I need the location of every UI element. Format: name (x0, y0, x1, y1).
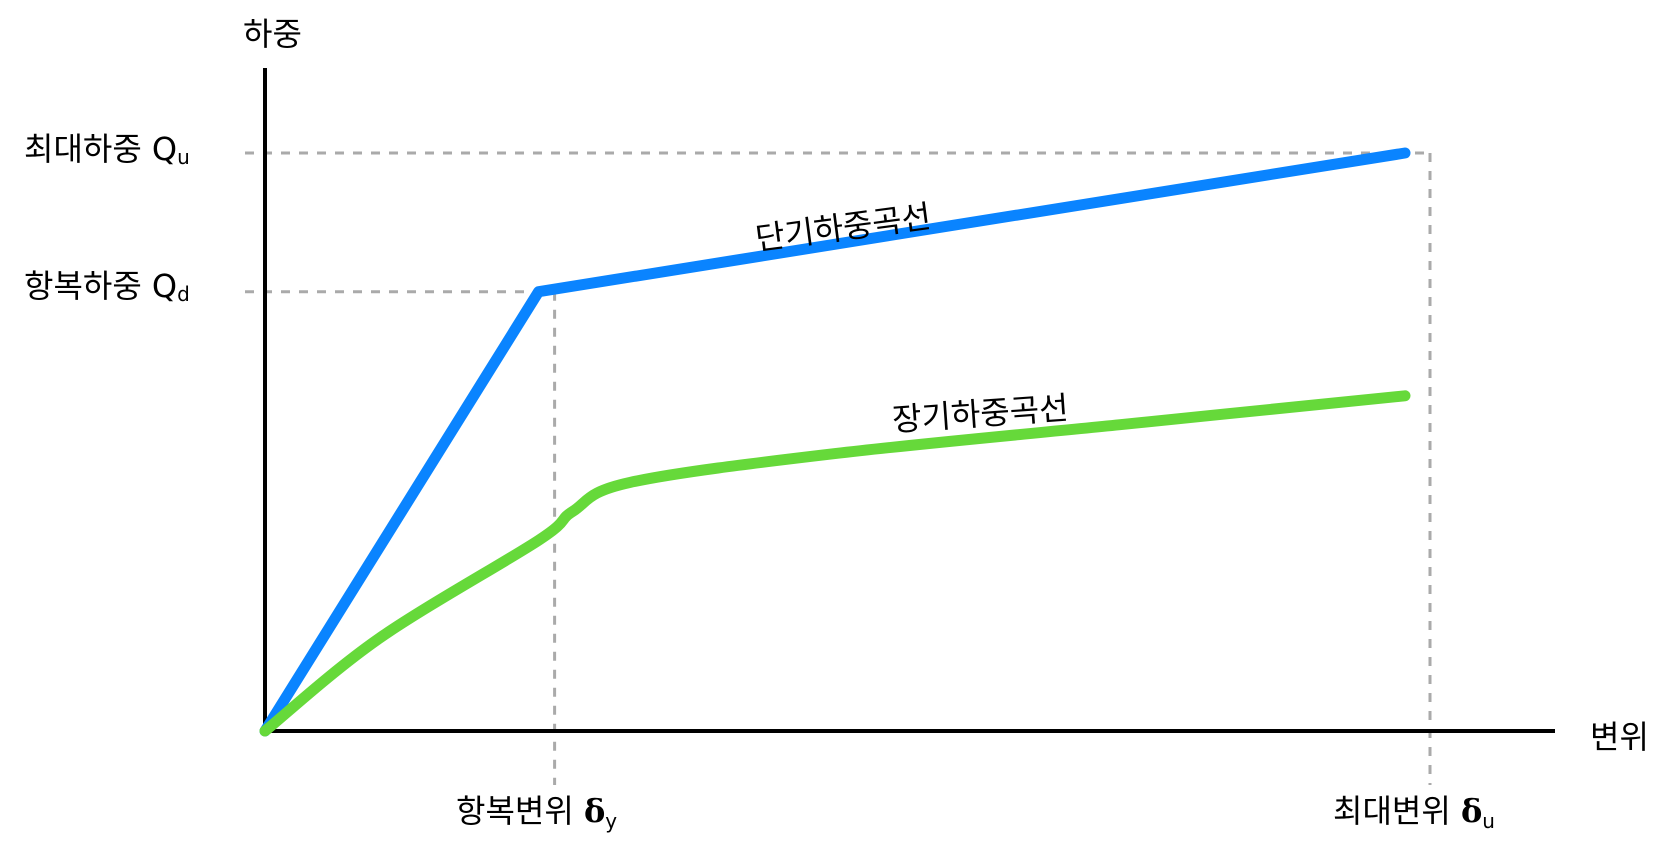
max-load-label: 최대하중 Qu (24, 130, 190, 169)
y-axis-title: 하중 (243, 15, 302, 53)
long-term-load-curve (259, 390, 1411, 737)
short-term-curve-label: 단기하중곡선 (753, 197, 933, 258)
yield-displacement-label: 항복변위 δy (456, 792, 617, 833)
max-displacement-label: 최대변위 δu (1333, 792, 1495, 833)
yield-load-label: 항복하중 Qd (24, 267, 190, 306)
x-axis-title: 변위 (1590, 718, 1649, 756)
short-term-load-curve (259, 147, 1411, 737)
